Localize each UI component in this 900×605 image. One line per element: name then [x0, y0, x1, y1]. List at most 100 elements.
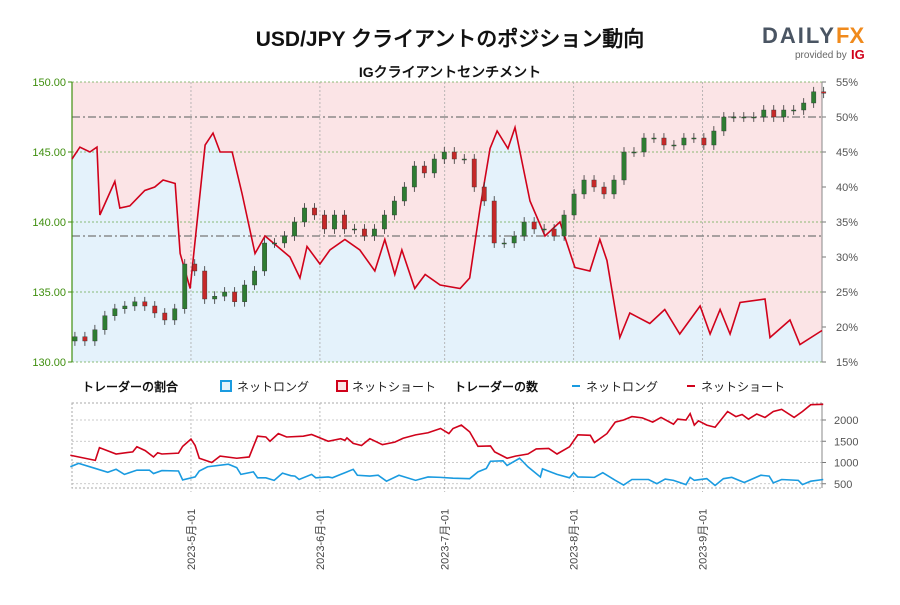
candle-up	[811, 91, 817, 104]
x-axis: 2023-5月-01 2023-6月-01 2023-7月-01 2023-8月-01…	[186, 509, 710, 570]
candle-up	[721, 116, 727, 132]
candle-up	[122, 305, 128, 309]
candle-up	[212, 296, 218, 300]
candle-down	[162, 312, 168, 321]
candle-down	[471, 158, 477, 188]
legend-count-short[interactable]: ネットショート	[701, 380, 785, 394]
date-tick-label: 2023-6月-01	[315, 509, 327, 570]
count-tick-label: 2000	[834, 415, 858, 427]
pct-tick-label: 30%	[836, 252, 858, 264]
candle-down	[152, 305, 158, 314]
legend-long-swatch	[220, 380, 232, 392]
dailyfx-logo: DAILY FX provided by IG	[762, 23, 865, 62]
candle-down	[601, 186, 607, 195]
candle-up	[441, 151, 447, 160]
logo-text: DAILY	[762, 23, 836, 48]
legend-ratio-long[interactable]: ネットロング	[237, 380, 309, 394]
pct-tick-label: 45%	[836, 147, 858, 159]
candle-up	[391, 200, 397, 216]
net-short-count-line	[70, 403, 824, 464]
date-tick-label: 2023-7月-01	[440, 509, 452, 570]
candle-up	[401, 186, 407, 202]
candle-up	[571, 193, 577, 216]
logo-sub: provided by	[795, 50, 847, 61]
candle-up	[372, 228, 377, 237]
candle-up	[541, 228, 547, 231]
price-tick-label: 150.00	[32, 77, 66, 89]
logo-ig: IG	[851, 47, 865, 62]
net-long-pct-line	[71, 124, 823, 346]
trader-count-panel: 500 1000 1500 2000	[70, 402, 858, 492]
candle-down	[551, 228, 557, 237]
candle-up	[431, 158, 437, 174]
candle-up	[242, 284, 248, 302]
candle-up	[411, 165, 417, 188]
pct-tick-label: 40%	[836, 182, 858, 194]
candle-down	[451, 151, 457, 160]
candle-up	[461, 158, 467, 161]
candle-up	[751, 116, 757, 119]
count-tick-label: 500	[834, 479, 852, 491]
date-tick-label: 2023-8月-01	[569, 509, 581, 570]
candle-up	[511, 235, 517, 244]
legend-count-long[interactable]: ネットロング	[586, 380, 658, 394]
candle-up	[302, 207, 307, 223]
net-long-count-line	[70, 457, 824, 487]
candle-down	[531, 221, 537, 230]
candle-down	[701, 137, 707, 146]
candle-up	[681, 137, 687, 146]
candle-up	[262, 242, 267, 272]
candle-down	[591, 179, 597, 188]
legend: トレーダーの割合 ネットロング ネットショート トレーダーの数 ネットロング ネ…	[82, 379, 785, 394]
pct-tick-label: 20%	[836, 322, 858, 334]
candle-up	[292, 221, 297, 237]
pct-tick-label: 50%	[836, 112, 858, 124]
candle-up	[112, 308, 118, 316]
date-tick-label: 2023-9月-01	[698, 509, 710, 570]
date-tick-label: 2023-5月-01	[186, 509, 198, 570]
pct-tick-label: 55%	[836, 77, 858, 89]
candle-up	[102, 315, 108, 330]
legend-ratio-title: トレーダーの割合	[82, 379, 179, 394]
candle-down	[491, 200, 497, 244]
candle-up	[332, 214, 337, 230]
candle-down	[821, 91, 827, 94]
legend-count-title: トレーダーの数	[454, 379, 539, 394]
candle-up	[352, 228, 357, 231]
candle-up	[272, 242, 277, 245]
price-tick-label: 140.00	[32, 217, 66, 229]
candle-up	[581, 179, 587, 195]
candle-up	[132, 301, 138, 307]
candle-down	[312, 207, 317, 216]
candle-up	[381, 214, 387, 230]
candle-down	[232, 291, 238, 303]
candle-down	[421, 165, 427, 174]
candle-up	[711, 130, 717, 146]
candle-down	[192, 263, 198, 272]
candle-down	[342, 214, 347, 230]
candle-up	[182, 263, 188, 309]
candle-up	[781, 109, 787, 118]
candle-up	[791, 109, 797, 112]
price-tick-label: 135.00	[32, 287, 66, 299]
chart-subtitle: IGクライアントセンチメント	[359, 64, 541, 80]
page-title: USD/JPY クライアントのポジション動向	[256, 27, 644, 51]
candle-down	[202, 270, 208, 300]
candle-up	[741, 116, 747, 119]
candle-up	[801, 102, 807, 111]
candle-up	[282, 235, 287, 244]
candle-down	[481, 186, 487, 202]
candle-up	[651, 137, 657, 140]
candle-up	[501, 242, 507, 245]
pct-tick-label: 25%	[836, 287, 858, 299]
candle-down	[322, 214, 327, 230]
legend-short-swatch	[336, 380, 348, 392]
legend-ratio-short[interactable]: ネットショート	[352, 380, 436, 394]
pct-tick-label: 35%	[836, 217, 858, 229]
candle-up	[671, 144, 677, 147]
candle-up	[92, 329, 98, 342]
candle-up	[641, 137, 647, 153]
candle-up	[172, 308, 178, 321]
